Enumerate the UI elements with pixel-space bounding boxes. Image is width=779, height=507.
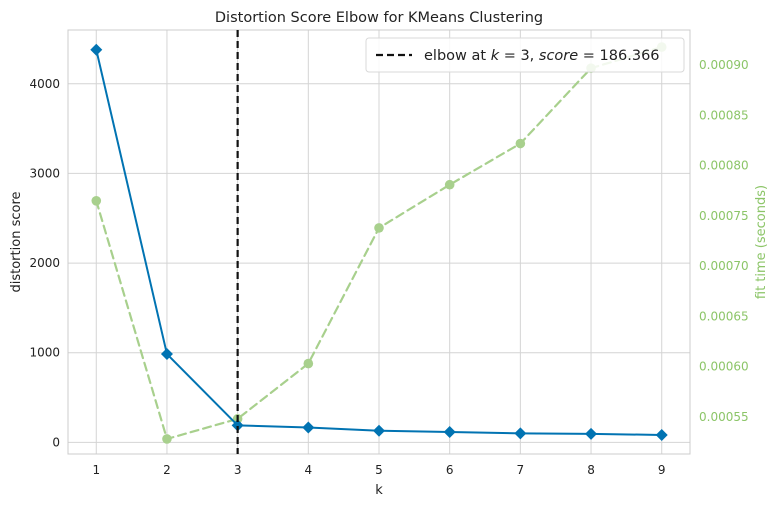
- plot-frame: [67, 29, 691, 455]
- fit-time-marker: [303, 358, 314, 369]
- distortion-marker: [231, 419, 244, 432]
- legend: elbow at k = 3, score = 186.366: [365, 37, 685, 73]
- distortion-marker: [373, 424, 385, 437]
- x-tick-label: 4: [304, 463, 312, 477]
- y2-tick-label: 0.00065: [699, 309, 749, 323]
- x-tick-label: 3: [234, 463, 242, 477]
- distortion-marker: [443, 426, 456, 439]
- y-tick-label: 0: [52, 435, 60, 449]
- distortion-marker: [514, 427, 527, 440]
- fit-time-marker: [515, 138, 526, 149]
- fit-time-marker: [162, 434, 172, 444]
- fit-time-marker: [91, 196, 102, 206]
- chart-title: Distortion Score Elbow for KMeans Cluste…: [215, 10, 543, 26]
- distortion-marker: [302, 421, 315, 434]
- y2-tick-label: 0.00085: [699, 108, 749, 122]
- y2-tick-label: 0.00055: [699, 410, 749, 424]
- x-tick-label: 1: [92, 463, 100, 477]
- y2-tick-label: 0.00075: [699, 209, 749, 223]
- distortion-marker: [90, 43, 103, 56]
- x-tick-label: 2: [163, 463, 171, 477]
- fit-time-marker: [374, 223, 384, 233]
- y-axis-label: distortion score: [9, 192, 24, 293]
- fit-time-marker: [444, 179, 455, 190]
- y-tick-labels: 0 1000 2000 3000 4000: [29, 77, 60, 450]
- x-tick-label: 6: [446, 463, 454, 477]
- x-tick-labels: 1 2 3 4 5 6 7 8 9: [92, 463, 665, 477]
- legend-box: [365, 37, 685, 73]
- y2-tick-labels: 0.00055 0.00060 0.00065 0.00070 0.00075 0.000…: [699, 58, 749, 424]
- y2-tick-label: 0.00080: [699, 159, 749, 173]
- x-tick-label: 9: [658, 463, 666, 477]
- y2-tick-label: 0.00070: [699, 259, 749, 273]
- distortion-marker: [655, 428, 668, 441]
- x-axis-label: k: [375, 483, 383, 498]
- y-tick-label: 1000: [29, 346, 60, 360]
- x-tick-label: 5: [375, 463, 383, 477]
- y-tick-label: 4000: [29, 77, 60, 91]
- distortion-marker: [585, 427, 598, 440]
- x-tick-label: 7: [517, 463, 525, 477]
- y2-tick-label: 0.00090: [699, 58, 749, 72]
- legend-label: elbow at k = 3, score = 186.366: [424, 48, 660, 64]
- y-tick-label: 3000: [29, 166, 60, 180]
- y-tick-label: 2000: [29, 256, 60, 270]
- distortion-marker: [160, 348, 173, 361]
- x-tick-label: 8: [587, 463, 595, 477]
- y2-tick-label: 0.00060: [699, 360, 749, 374]
- y2-axis-label: fit time (seconds): [754, 185, 769, 299]
